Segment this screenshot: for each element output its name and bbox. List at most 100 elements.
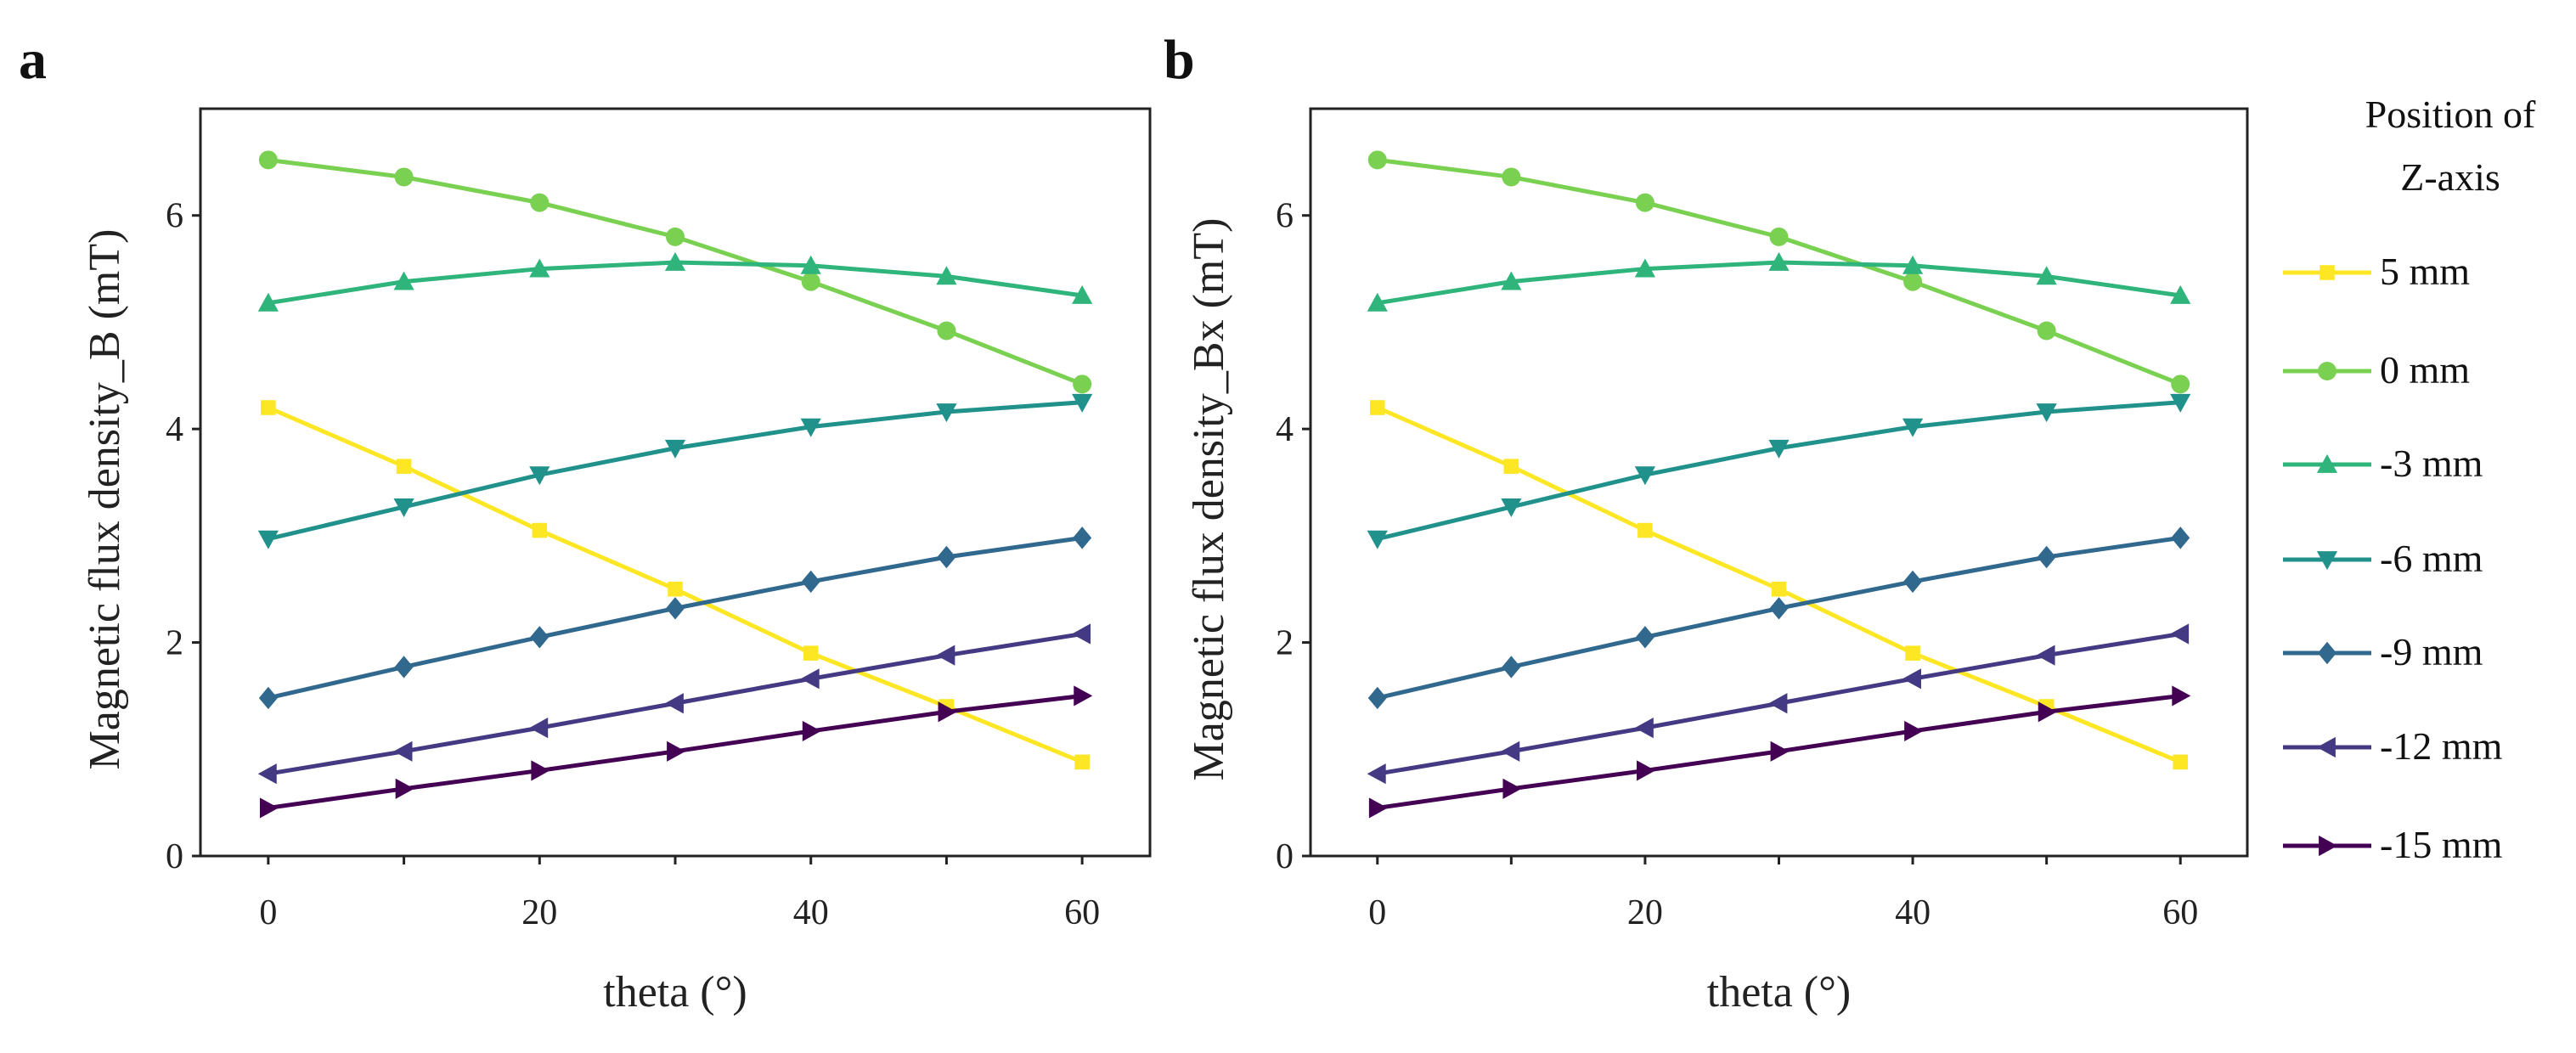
data-point: [664, 693, 684, 714]
series-neg15mm: [259, 685, 1093, 819]
data-point: [1072, 284, 1093, 304]
data-point: [1502, 656, 1521, 679]
data-point: [529, 718, 549, 739]
data-point: [258, 686, 278, 710]
legend: Position of Z-axis 5 mm 0 mm -3 mm -6 mm -9 mm…: [2283, 93, 2536, 866]
data-point: [803, 645, 819, 661]
data-point: [800, 418, 821, 437]
data-point: [1369, 400, 1385, 415]
legend-entry: 0 mm: [2283, 348, 2470, 391]
data-point: [800, 668, 820, 690]
data-point: [2170, 393, 2191, 413]
data-point: [1502, 778, 1522, 799]
y-tick-label: 2: [1276, 624, 1294, 663]
x-axis-label: theta (°): [603, 968, 747, 1016]
series-line: [268, 400, 1083, 542]
series-0mm: [258, 150, 1092, 394]
data-point: [666, 597, 685, 620]
series-neg6mm: [257, 393, 1093, 549]
data-point: [800, 255, 821, 274]
data-point: [394, 167, 414, 187]
series-neg15mm: [1368, 685, 2191, 819]
x-tick-label: 20: [521, 893, 557, 932]
data-point: [2170, 284, 2191, 304]
x-axis-label: theta (°): [1707, 968, 1851, 1016]
series-line: [268, 157, 1084, 386]
data-point: [258, 150, 278, 170]
data-point: [1902, 255, 1924, 274]
data-point: [1637, 760, 1656, 781]
data-point: [938, 701, 957, 723]
data-point: [668, 581, 683, 597]
data-point: [257, 530, 279, 549]
data-point: [1634, 258, 1656, 278]
y-tick-label: 6: [166, 197, 183, 236]
series-line: [1377, 157, 2182, 386]
data-point: [530, 193, 550, 212]
data-point: [259, 797, 279, 819]
data-point: [1502, 167, 1521, 187]
data-point: [1503, 459, 1519, 474]
data-point: [801, 272, 820, 291]
data-point: [1902, 418, 1924, 437]
legend-entry: -15 mm: [2283, 823, 2503, 866]
series-neg3mm: [257, 251, 1093, 312]
data-point: [1501, 498, 1522, 518]
data-point: [529, 258, 550, 278]
data-point: [1367, 763, 1386, 785]
legend-label: 0 mm: [2380, 348, 2470, 391]
data-point: [257, 763, 277, 785]
data-point: [393, 740, 413, 762]
legend-marker: [2320, 265, 2335, 280]
x-tick-label: 0: [259, 893, 277, 932]
y-axis-label: Magnetic flux density_B (mT): [81, 229, 129, 770]
series-neg6mm: [1367, 393, 2191, 549]
data-point: [1768, 439, 1790, 459]
series-line: [1377, 400, 2181, 542]
data-point: [530, 626, 550, 649]
data-point: [2171, 526, 2190, 549]
legend-label: -6 mm: [2380, 537, 2483, 580]
data-point: [1905, 645, 1920, 661]
data-point: [1367, 530, 1388, 549]
data-point: [531, 760, 550, 781]
data-point: [1072, 623, 1091, 645]
legend-entry: -3 mm: [2283, 442, 2483, 485]
legend-marker: [2316, 453, 2338, 473]
legend-entry: -6 mm: [2283, 537, 2483, 580]
data-point: [532, 522, 548, 538]
data-point: [801, 570, 820, 594]
data-point: [2036, 266, 2057, 285]
data-point: [261, 400, 276, 415]
axes-frame: [199, 107, 1152, 858]
data-point: [1771, 581, 1787, 597]
legend-label: -12 mm: [2380, 724, 2503, 768]
data-point: [2036, 645, 2055, 666]
data-point: [2037, 545, 2056, 569]
data-point: [1769, 227, 1789, 246]
data-point: [1635, 193, 1654, 212]
y-tick-label: 4: [166, 410, 183, 449]
legend-entry: -9 mm: [2283, 630, 2483, 673]
data-point: [1073, 374, 1092, 394]
data-point: [1904, 720, 1924, 742]
data-point: [2038, 701, 2057, 723]
data-point: [937, 545, 956, 569]
legend-title-line2: Z-axis: [2400, 155, 2500, 199]
data-point: [664, 251, 686, 271]
data-point: [1902, 668, 1921, 690]
legend-label: -15 mm: [2380, 823, 2503, 866]
x-tick-label: 40: [1895, 893, 1931, 932]
data-point: [2037, 321, 2056, 341]
data-point: [1074, 685, 1093, 707]
legend-marker: [2318, 641, 2336, 665]
data-point: [802, 720, 821, 742]
data-point: [1501, 271, 1522, 290]
y-tick-label: 0: [1276, 837, 1294, 876]
data-point: [1635, 626, 1654, 649]
legend-marker: [2316, 736, 2336, 758]
data-point: [1903, 570, 1923, 594]
